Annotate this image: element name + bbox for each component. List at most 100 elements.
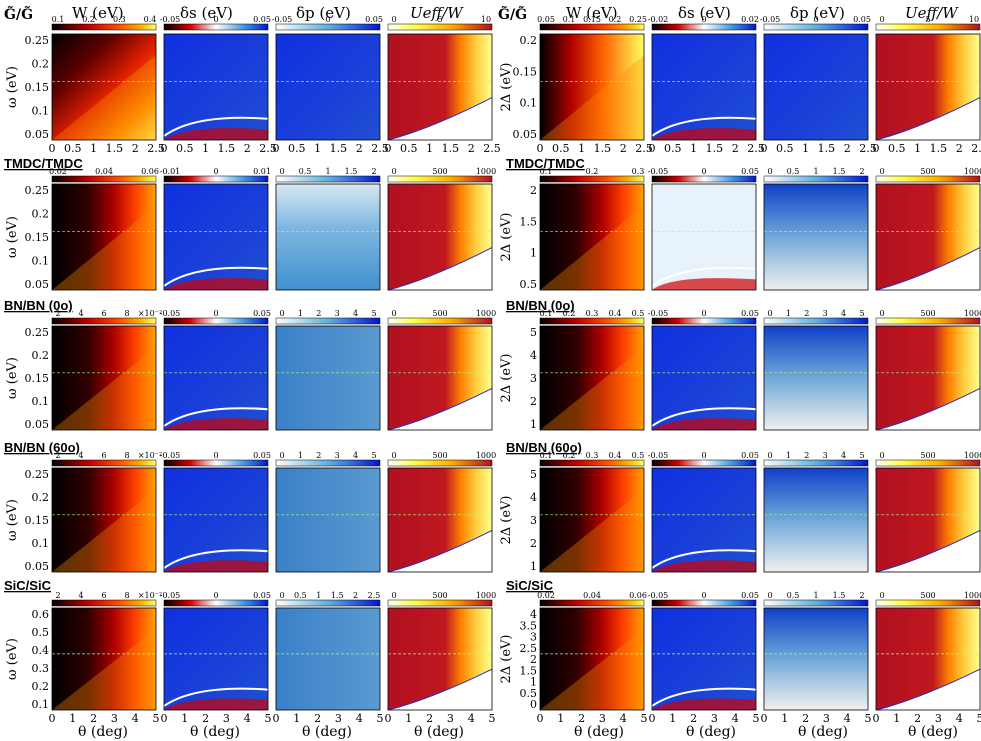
colorbar-tick-label: 0.2 — [563, 309, 576, 318]
colorbar-tick-label: 5 — [371, 309, 376, 318]
colorbar-tick-label: 0.5 — [787, 591, 800, 600]
colorbar-r1-c6 — [651, 23, 757, 31]
colorbar-tick-label: -0.05 — [160, 15, 181, 24]
colorbar-tick-label: 1000 — [476, 451, 496, 460]
header-ds-left: δs (eV) — [180, 4, 233, 22]
colorbar-tick-label: 0.2 — [609, 15, 622, 24]
x-tick-label: 1.5 — [706, 142, 724, 155]
x-tick-label: 0 — [873, 712, 880, 725]
x-tick-label: 3 — [447, 712, 454, 725]
x-tick-label: 3 — [935, 712, 942, 725]
x-tick-label: 0.5 — [176, 142, 194, 155]
colorbar-tick-label: 0 — [325, 15, 330, 24]
row-label-bn0-right: BN/BN (0o) — [506, 298, 575, 313]
x-tick-label: 1 — [293, 712, 300, 725]
colorbar-tick-label: 6 — [101, 309, 106, 318]
y-tick-label-left: 0.2 — [32, 58, 50, 71]
x-tick-label: 1 — [314, 142, 321, 155]
colorbar-tick-label: 0.1 — [540, 451, 553, 460]
y-tick-label-left: 0.15 — [25, 231, 50, 244]
panel-r4-c5: 0.1 0.2 0.3 0.4 0.5 — [539, 451, 645, 573]
colorbar-tick-label: 3 — [823, 451, 828, 460]
colorbar-tick-label: 0.06 — [141, 167, 159, 176]
colorbar-tick-label: 0.02 — [741, 15, 759, 24]
header-u-right: Ueff/W — [905, 4, 959, 22]
colorbar-r4-c8 — [875, 459, 981, 467]
colorbar-tick-label: 3 — [335, 451, 340, 460]
y-tick-label-left: 0.15 — [25, 514, 50, 527]
colorbar-tick-label: 1000 — [964, 309, 981, 318]
heatmap-r1-c6 — [652, 34, 756, 140]
y-tick-label-right: 2.5 — [520, 642, 538, 655]
colorbar-tick-label: -0.01 — [160, 167, 181, 176]
heatmap-r1-c2 — [164, 34, 268, 140]
panel-r5-c7: 0 0.5 1 1.5 20 1 2 3 4 5 — [761, 591, 872, 725]
x-tick-label: 4 — [844, 712, 851, 725]
y-tick-label-left: 0.05 — [25, 128, 50, 141]
y-tick-label-left: 0.2 — [32, 680, 50, 693]
x-tick-label: 0 — [873, 142, 880, 155]
colorbar-r2-c1 — [51, 175, 157, 183]
colorbar-tick-label: -0.05 — [760, 15, 781, 24]
colorbar-tick-label: 2 — [316, 309, 321, 318]
y-tick-label-left: 0.5 — [32, 626, 50, 639]
heatmap-r4-c5 — [540, 468, 644, 572]
colorbar-r2-c5 — [539, 175, 645, 183]
y-tick-label-left: 0.25 — [25, 184, 50, 197]
x-tick-label: 2.5 — [371, 142, 389, 155]
y-tick-label-right: 0.15 — [513, 65, 538, 78]
panel-r2-c6: -0.05 0 0.05 — [648, 167, 759, 291]
x-tick-label: 2 — [426, 712, 433, 725]
colorbar-r5-c4 — [387, 599, 493, 607]
colorbar-tick-label: 0 — [701, 167, 706, 176]
x-tick-label: 2 — [132, 142, 139, 155]
colorbar-tick-label: 2 — [859, 591, 864, 600]
y-tick-label-left: 0.1 — [32, 105, 50, 118]
x-tick-label: 1.5 — [106, 142, 124, 155]
panel-r3-c6: -0.05 0 0.05 — [648, 309, 759, 431]
header-dp-right: δp (eV) — [790, 4, 845, 22]
x-tick-label: 5 — [753, 712, 760, 725]
colorbar-tick-label: 1 — [813, 167, 818, 176]
colorbar-r3-c2 — [163, 317, 269, 325]
colorbar-tick-label: 6 — [101, 591, 106, 600]
panel-r2-c1: 0.02 0.04 0.06 — [49, 167, 159, 291]
x-tick-label: 1 — [802, 142, 809, 155]
panel-r3-c4: 0 500 1000 — [387, 309, 496, 431]
y-axis-title-right: 2Δ (eV) — [499, 212, 514, 261]
x-tick-label: 2 — [202, 712, 209, 725]
colorbar-tick-label: 0.05 — [253, 591, 271, 600]
colorbar-tick-label: 1000 — [476, 167, 496, 176]
y-tick-label-left: 0.1 — [32, 537, 50, 550]
colorbar-tick-label: 0.3 — [113, 15, 126, 24]
colorbar-tick-label: 500 — [920, 451, 935, 460]
heatmap-r1-c3 — [276, 34, 380, 140]
x-tick-label: 2 — [956, 142, 963, 155]
y-tick-label-right: 0.5 — [520, 278, 538, 291]
colorbar-tick-label: 2 — [353, 591, 358, 600]
colorbar-tick-label: 4 — [841, 451, 846, 460]
colorbar-tick-label: 0 — [391, 451, 396, 460]
colorbar-r1-c8 — [875, 23, 981, 31]
panel-r4-c8: 0 500 1000 — [875, 451, 981, 573]
y-tick-label-left: 0.05 — [25, 560, 50, 573]
x-tick-label: 5 — [641, 712, 648, 725]
colorbar-tick-label: 1000 — [964, 167, 981, 176]
colorbar-tick-label: 0 — [879, 309, 884, 318]
x-tick-label: 0.5 — [888, 142, 906, 155]
colorbar-r5-c5 — [539, 599, 645, 607]
colorbar-tick-label: 0.05 — [741, 591, 759, 600]
colorbar-tick-label: 0.5 — [294, 591, 307, 600]
colorbar-tick-label: 2 — [859, 167, 864, 176]
x-title-3: θ (deg) — [302, 724, 352, 740]
x-tick-label: 0 — [273, 712, 280, 725]
x-tick-label: 2 — [314, 712, 321, 725]
x-tick-label: 4 — [732, 712, 739, 725]
colorbar-r5-c2 — [163, 599, 269, 607]
x-tick-label: 0 — [649, 712, 656, 725]
colorbar-tick-label: 0 — [213, 591, 218, 600]
y-tick-label-left: 0.4 — [32, 644, 50, 657]
colorbar-tick-label: 500 — [432, 451, 447, 460]
header-dp-left: δp (eV) — [296, 4, 351, 22]
